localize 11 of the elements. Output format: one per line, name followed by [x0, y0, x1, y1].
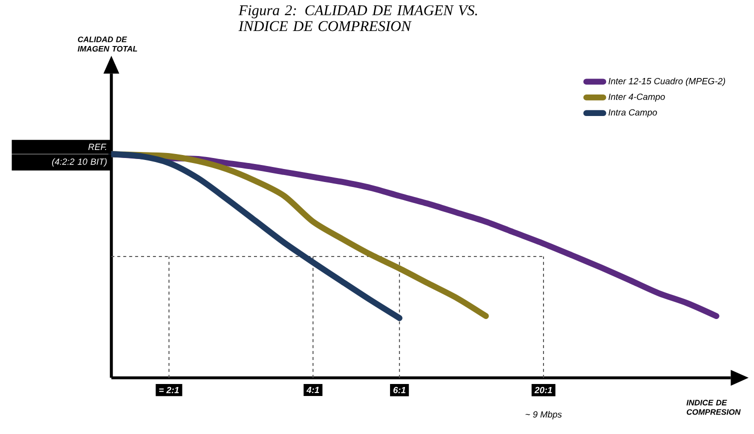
x-tick-label: 6:1	[393, 386, 406, 393]
x-tick-label: 4:1	[306, 386, 319, 393]
x-tick-label: 20:1	[534, 386, 552, 393]
chart-title: Figura 2: CALIDAD DE IMAGEN VS. INDICE DE COMPRESION	[238, 5, 477, 31]
legend-label: Intra Campo	[608, 108, 657, 118]
text: (4:2:2 10 BIT)	[52, 158, 107, 166]
text: REF.	[88, 144, 106, 150]
x-tick-label: = 2:1	[159, 386, 179, 393]
legend-label: Inter 12-15 Cuadro (MPEG-2)	[608, 77, 726, 86]
text: ~ 9 Mbps	[526, 410, 562, 420]
legend-label: Inter 4-Campo	[608, 93, 665, 102]
